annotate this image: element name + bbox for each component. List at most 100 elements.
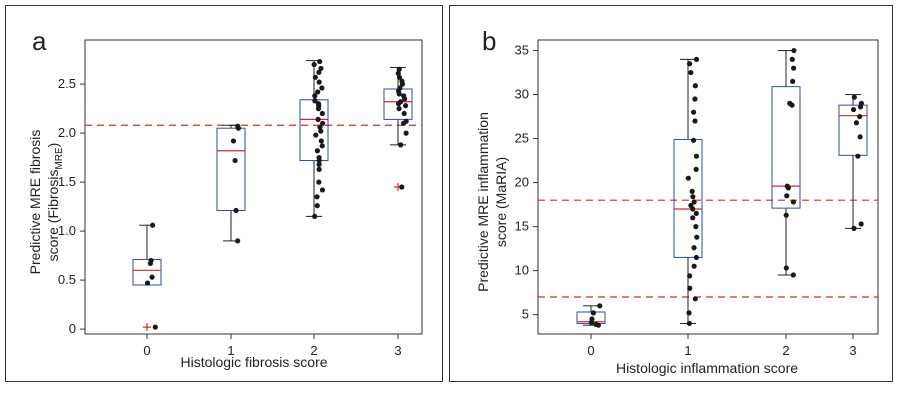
data-point-b <box>590 310 597 316</box>
panel-a-label: a <box>32 26 47 56</box>
data-point-b <box>690 194 696 200</box>
data-point-a <box>401 93 407 99</box>
data-point-b <box>790 65 797 71</box>
data-point-b <box>789 56 795 62</box>
box-a <box>299 99 329 162</box>
data-point-b <box>688 202 694 209</box>
box-a <box>216 127 246 212</box>
x-tick-label-a: 2 <box>310 343 317 358</box>
data-point-a <box>318 138 324 144</box>
data-point-b <box>597 303 603 309</box>
data-point-b <box>787 100 793 106</box>
data-point-a <box>398 142 404 148</box>
panel-a-plot: 0 0.5 1.0 1.5 2.0 2.5 0 1 2 3 <box>58 39 423 358</box>
data-point-b <box>851 94 857 100</box>
data-point-a <box>315 116 321 122</box>
data-point-a <box>316 155 322 161</box>
data-point-a <box>316 161 322 168</box>
y-tick-label-b: 30 <box>515 87 529 102</box>
data-point-b <box>589 316 595 322</box>
y-tick-label-b: 5 <box>522 307 529 322</box>
data-point-a <box>319 187 326 193</box>
data-point-a <box>235 238 241 244</box>
data-point-a <box>397 85 403 91</box>
y-tick-label-a: 2.5 <box>58 76 76 91</box>
data-point-a <box>319 110 325 117</box>
data-point-a <box>399 184 405 190</box>
box-b <box>673 138 703 258</box>
data-point-b <box>692 83 698 89</box>
x-tick-label-a: 3 <box>394 343 401 358</box>
data-point-b <box>693 210 699 217</box>
data-point-b <box>693 153 700 159</box>
data-point-a <box>318 128 324 134</box>
y-tick-label-a: 0 <box>69 321 76 336</box>
data-point-a <box>312 93 318 99</box>
data-point-a <box>320 120 326 126</box>
data-point-a <box>317 58 323 65</box>
x-tick-label-a: 1 <box>227 343 234 358</box>
data-point-a <box>315 101 322 107</box>
data-point-b <box>858 100 865 106</box>
data-point-a <box>152 324 158 330</box>
data-point-b <box>688 69 694 76</box>
data-point-b <box>686 310 692 316</box>
x-tick-label-b: 2 <box>782 343 789 358</box>
y-tick-label-b: 15 <box>515 219 529 234</box>
data-point-a <box>403 103 409 109</box>
panel-a-xlabel: Histologic fibrosis score <box>180 354 327 370</box>
data-point-a <box>311 61 317 68</box>
data-point-a <box>315 89 321 95</box>
data-point-a <box>318 65 324 72</box>
data-point-b <box>692 96 698 102</box>
data-point-a <box>397 99 404 105</box>
y-tick-label-a: 2.0 <box>58 125 76 140</box>
data-point-a <box>312 98 318 104</box>
panel-a-ylabel-main: score (Fibrosis <box>45 170 61 262</box>
box-b <box>838 104 868 156</box>
panel-a-ylabel-end: ) <box>45 143 61 148</box>
panel-b-xlabel: Histologic inflammation score <box>616 360 798 376</box>
panel-b-ylabel-line2: score (MaRIA) <box>493 157 509 247</box>
data-point-b <box>690 109 697 115</box>
data-point-a <box>316 79 322 85</box>
data-point-b <box>784 183 790 189</box>
data-point-a <box>316 69 322 75</box>
data-point-b <box>686 320 693 327</box>
data-point-a <box>148 257 154 264</box>
data-point-b <box>693 224 699 230</box>
panel-a-ylabel-line1: Predictive MRE fibrosis <box>27 130 43 275</box>
data-point-b <box>783 265 789 271</box>
data-point-b <box>857 134 863 140</box>
data-point-a <box>235 123 241 129</box>
data-point-b <box>853 120 860 126</box>
data-point-a <box>396 66 402 72</box>
data-point-a <box>233 207 239 214</box>
data-point-b <box>693 166 699 172</box>
data-point-a <box>399 78 405 84</box>
plot-frame-b <box>537 39 879 335</box>
panel-a-ylabel-line2: score (FibrosisMRE) <box>45 143 65 262</box>
x-tick-label-b: 3 <box>849 343 856 358</box>
data-point-a <box>314 194 320 200</box>
data-point-a <box>314 203 320 209</box>
data-point-b <box>690 215 696 221</box>
data-point-b <box>692 296 698 302</box>
data-point-a <box>312 74 318 80</box>
data-point-b <box>689 188 695 195</box>
data-point-b <box>790 272 796 278</box>
data-point-a <box>316 166 322 172</box>
data-point-a <box>314 148 320 154</box>
box-b <box>771 86 801 209</box>
data-point-a <box>403 130 409 136</box>
data-point-b <box>790 199 797 205</box>
data-point-b <box>694 234 700 240</box>
data-point-b <box>686 61 693 67</box>
x-tick-label-a: 0 <box>143 343 150 358</box>
data-point-b <box>693 56 700 62</box>
x-tick-label-b: 1 <box>684 343 691 358</box>
panel-b-label: b <box>482 26 496 56</box>
data-point-b <box>690 137 697 143</box>
data-point-a <box>319 85 325 91</box>
